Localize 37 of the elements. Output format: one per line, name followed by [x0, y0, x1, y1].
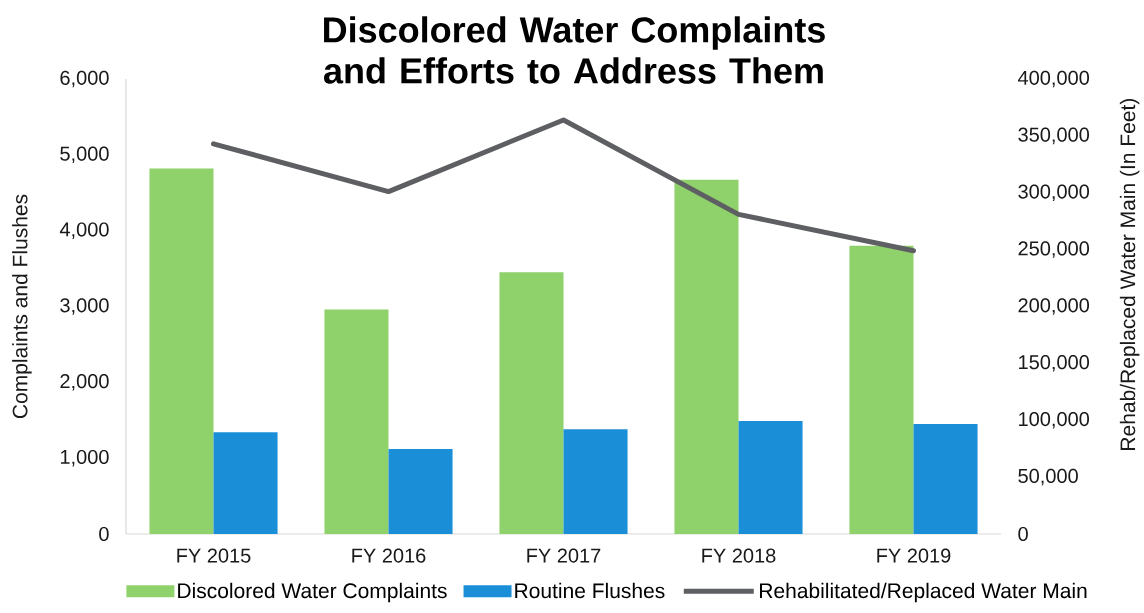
- x-tick-label: FY 2016: [352, 548, 426, 563]
- legend-label: Routine Flushes: [515, 582, 665, 599]
- y2-tick-label: 50,000: [1018, 468, 1078, 486]
- bar: [499, 272, 564, 534]
- x-tick-label: FY 2018: [702, 548, 776, 563]
- x-tick-label: FY 2017: [527, 548, 601, 563]
- x-tick-label: FY 2019: [877, 548, 951, 563]
- y2-tick-label: 0: [1018, 526, 1028, 542]
- bar: [213, 432, 278, 534]
- bar: [674, 179, 739, 534]
- y-tick-label: 3,000: [60, 298, 109, 315]
- bar: [149, 168, 214, 534]
- chart-title: Discolored Water Complaints and Efforts to Address Them: [324, 16, 825, 84]
- legend-label: Discolored Water Complaints: [178, 582, 447, 603]
- y2-tick-label: 250,000: [1018, 241, 1090, 258]
- y2-tick-label: 350,000: [1018, 127, 1090, 145]
- y2-tick-label: 200,000: [1018, 298, 1090, 315]
- y-axis-title: Complaints and Flushes: [12, 194, 32, 419]
- bar: [388, 449, 453, 534]
- y2-tick-label: 100,000: [1019, 411, 1090, 429]
- bar: [849, 245, 914, 534]
- bar: [738, 421, 803, 534]
- y-tick-label: 1,000: [60, 449, 109, 467]
- bar: [324, 309, 389, 534]
- x-tick-label: FY 2015: [177, 548, 251, 563]
- legend-label: Rehabilitated/Replaced Water Main: [760, 582, 1087, 603]
- bar: [913, 424, 978, 534]
- y-tick-label: 4,000: [59, 222, 109, 239]
- y-tick-label: 2,000: [60, 374, 109, 391]
- bar: [563, 429, 628, 534]
- y-tick-label: 5,000: [60, 146, 109, 164]
- y-tick-label: 6,000: [60, 70, 109, 88]
- y-tick-label: 0: [99, 526, 109, 542]
- y2-tick-label: 300,000: [1018, 184, 1090, 201]
- y2-tick-label: 150,000: [1019, 355, 1090, 372]
- y2-axis-title: Rehab/Replaced Water Main (In Feet): [1119, 98, 1140, 450]
- y2-tick-label: 400,000: [1017, 70, 1090, 88]
